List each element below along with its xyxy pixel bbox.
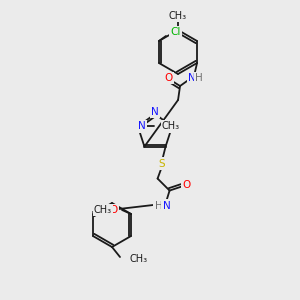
Text: O: O: [164, 73, 172, 83]
Text: Cl: Cl: [170, 27, 180, 37]
Text: S: S: [158, 159, 165, 169]
Text: O: O: [182, 180, 191, 190]
Text: O: O: [109, 205, 117, 215]
Text: N: N: [188, 73, 196, 83]
Text: N: N: [166, 120, 174, 130]
Text: CH₃: CH₃: [169, 11, 187, 21]
Text: CH₃: CH₃: [130, 254, 148, 264]
Text: CH₃: CH₃: [162, 122, 180, 131]
Text: CH₃: CH₃: [94, 205, 112, 215]
Text: N: N: [163, 201, 170, 211]
Text: N: N: [138, 122, 146, 131]
Text: H: H: [195, 73, 203, 83]
Text: N: N: [151, 107, 159, 117]
Text: H: H: [155, 201, 163, 211]
